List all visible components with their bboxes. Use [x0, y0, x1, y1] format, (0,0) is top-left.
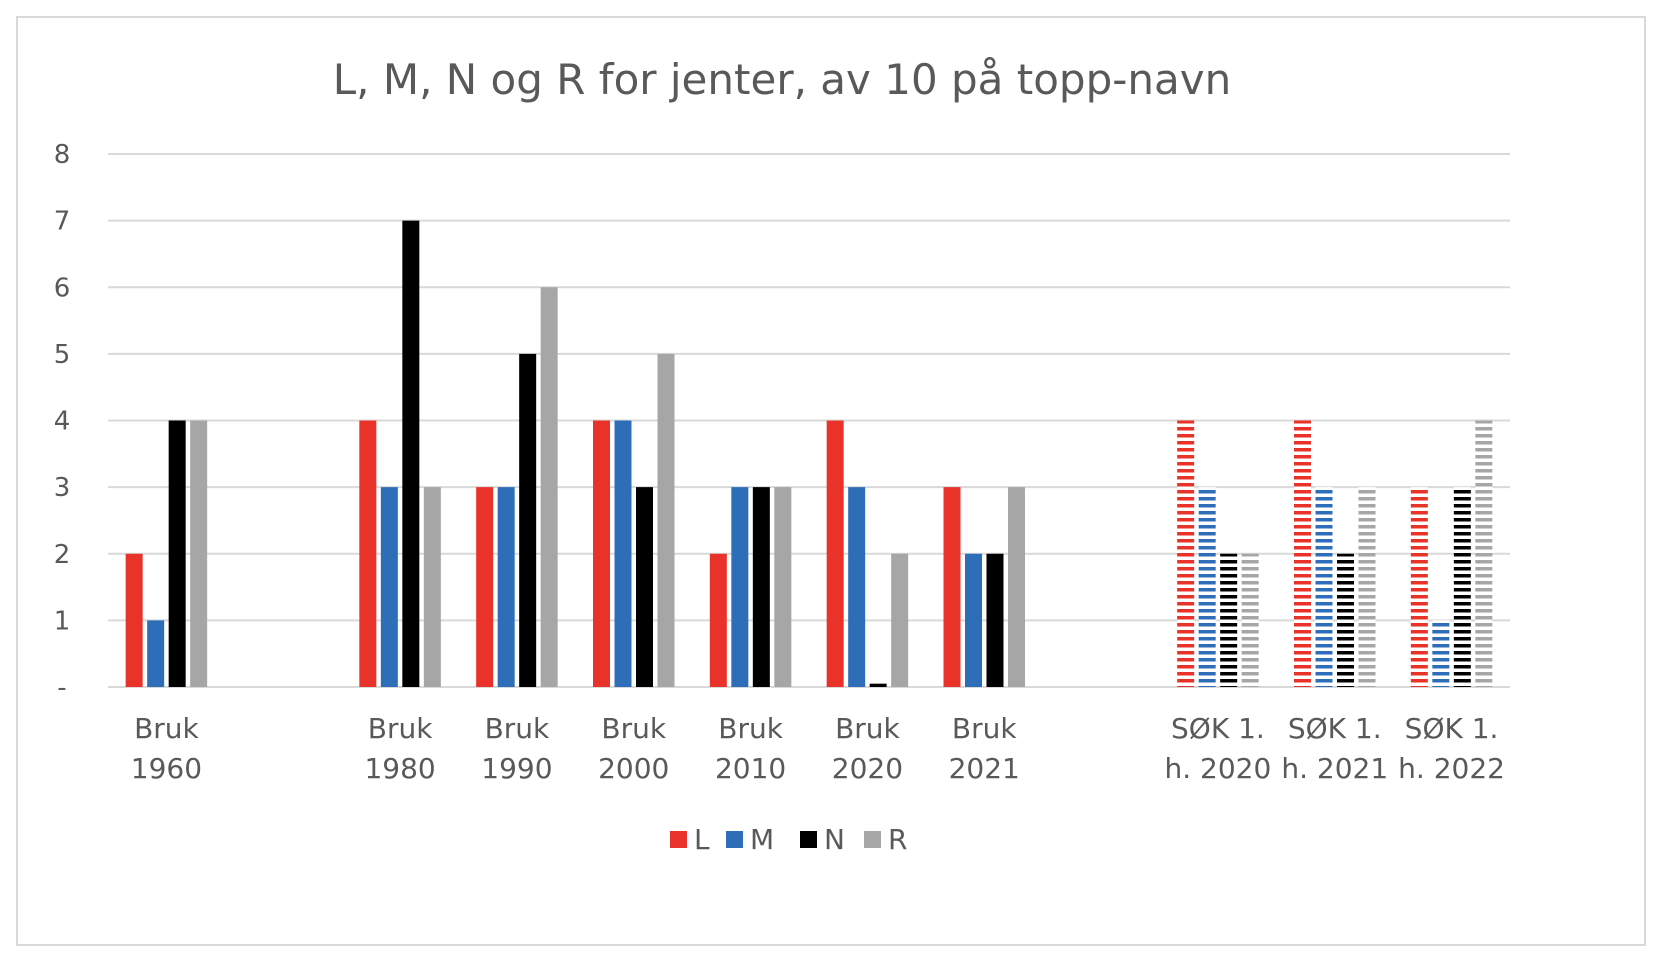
bar-l — [943, 487, 961, 687]
bar-l — [476, 487, 494, 687]
bar-n — [1220, 553, 1238, 687]
y-axis-ticks: - 1 2 3 4 5 6 7 8 — [54, 140, 71, 703]
bar-l — [826, 420, 844, 687]
y-tick-label: 2 — [54, 540, 71, 570]
bar-n — [1337, 553, 1354, 687]
legend-swatch-r — [864, 831, 881, 848]
x-category-label: h. 2022 — [1398, 752, 1505, 785]
bar-l — [359, 420, 377, 687]
bar-r — [1008, 487, 1025, 687]
bar-m — [147, 620, 165, 687]
bar-l — [1177, 420, 1195, 687]
x-category-label: Bruk — [601, 712, 666, 745]
bar-m — [1432, 620, 1450, 687]
bar-m — [848, 487, 866, 687]
x-category-label: Bruk — [718, 712, 783, 745]
bar-m — [1198, 487, 1216, 687]
x-category-label: SØK 1. — [1171, 712, 1265, 745]
x-category-label: 1980 — [364, 752, 435, 785]
bar-r — [423, 487, 441, 687]
y-tick-label: 4 — [54, 407, 71, 437]
bar-n — [519, 353, 537, 687]
x-category-label: Bruk — [835, 712, 900, 745]
bar-l — [709, 553, 727, 687]
bar-n — [636, 487, 653, 687]
y-tick-label: - — [57, 673, 66, 703]
bar-m — [1315, 487, 1333, 687]
legend-label-l: L — [694, 823, 710, 856]
bar-m — [731, 487, 749, 687]
x-category-label: Bruk — [952, 712, 1017, 745]
bar-r — [657, 353, 675, 687]
x-category-label: 2010 — [715, 752, 786, 785]
bar-m — [614, 420, 632, 687]
x-axis-labels: Bruk 1960 Bruk 1980 Bruk 1990 Bruk 2000 Bruk 2010… — [131, 712, 1505, 785]
bar-n — [402, 220, 420, 687]
legend-swatch-l — [670, 831, 687, 848]
bar-r — [1241, 553, 1259, 687]
x-category-label: Bruk — [485, 712, 550, 745]
bar-m — [497, 487, 515, 687]
x-category-label: 2021 — [949, 752, 1020, 785]
y-tick-label: 6 — [54, 273, 71, 303]
x-category-label: Bruk — [134, 712, 199, 745]
bar-m — [380, 487, 398, 687]
bar-n — [752, 487, 770, 687]
legend-label-r: R — [888, 823, 907, 856]
x-category-label: h. 2020 — [1165, 752, 1272, 785]
x-category-label: SØK 1. — [1288, 712, 1382, 745]
x-category-label: Bruk — [368, 712, 433, 745]
y-tick-label: 1 — [54, 606, 71, 636]
y-tick-label: 3 — [54, 473, 71, 503]
bar-n — [986, 553, 1004, 687]
x-category-label: 2020 — [832, 752, 903, 785]
bar-r — [774, 487, 792, 687]
y-tick-label: 8 — [54, 140, 71, 170]
bar-n — [1453, 487, 1471, 687]
bar-n — [869, 683, 887, 687]
bar-r — [1358, 487, 1376, 687]
bar-l — [125, 553, 143, 687]
bar-m — [965, 553, 982, 687]
y-tick-label: 7 — [54, 207, 71, 237]
bars — [125, 220, 1493, 687]
bar-r — [891, 553, 909, 687]
gridlines — [108, 153, 1510, 688]
legend-swatch-n — [800, 831, 817, 848]
legend-label-m: M — [750, 823, 774, 856]
x-category-label: 2000 — [598, 752, 669, 785]
x-category-label: SØK 1. — [1405, 712, 1499, 745]
x-category-label: 1990 — [481, 752, 552, 785]
x-category-label: 1960 — [131, 752, 202, 785]
bar-r — [540, 287, 558, 687]
bar-n — [168, 420, 186, 687]
legend-label-n: N — [824, 823, 845, 856]
bar-r — [190, 420, 208, 687]
chart-title: L, M, N og R for jenter, av 10 på topp-n… — [333, 55, 1232, 104]
bar-l — [593, 420, 610, 687]
bar-r — [1475, 420, 1493, 687]
bar-l — [1294, 420, 1311, 687]
legend-swatch-m — [726, 831, 743, 848]
bar-l — [1410, 487, 1428, 687]
y-tick-label: 5 — [54, 340, 71, 370]
x-category-label: h. 2021 — [1281, 752, 1388, 785]
